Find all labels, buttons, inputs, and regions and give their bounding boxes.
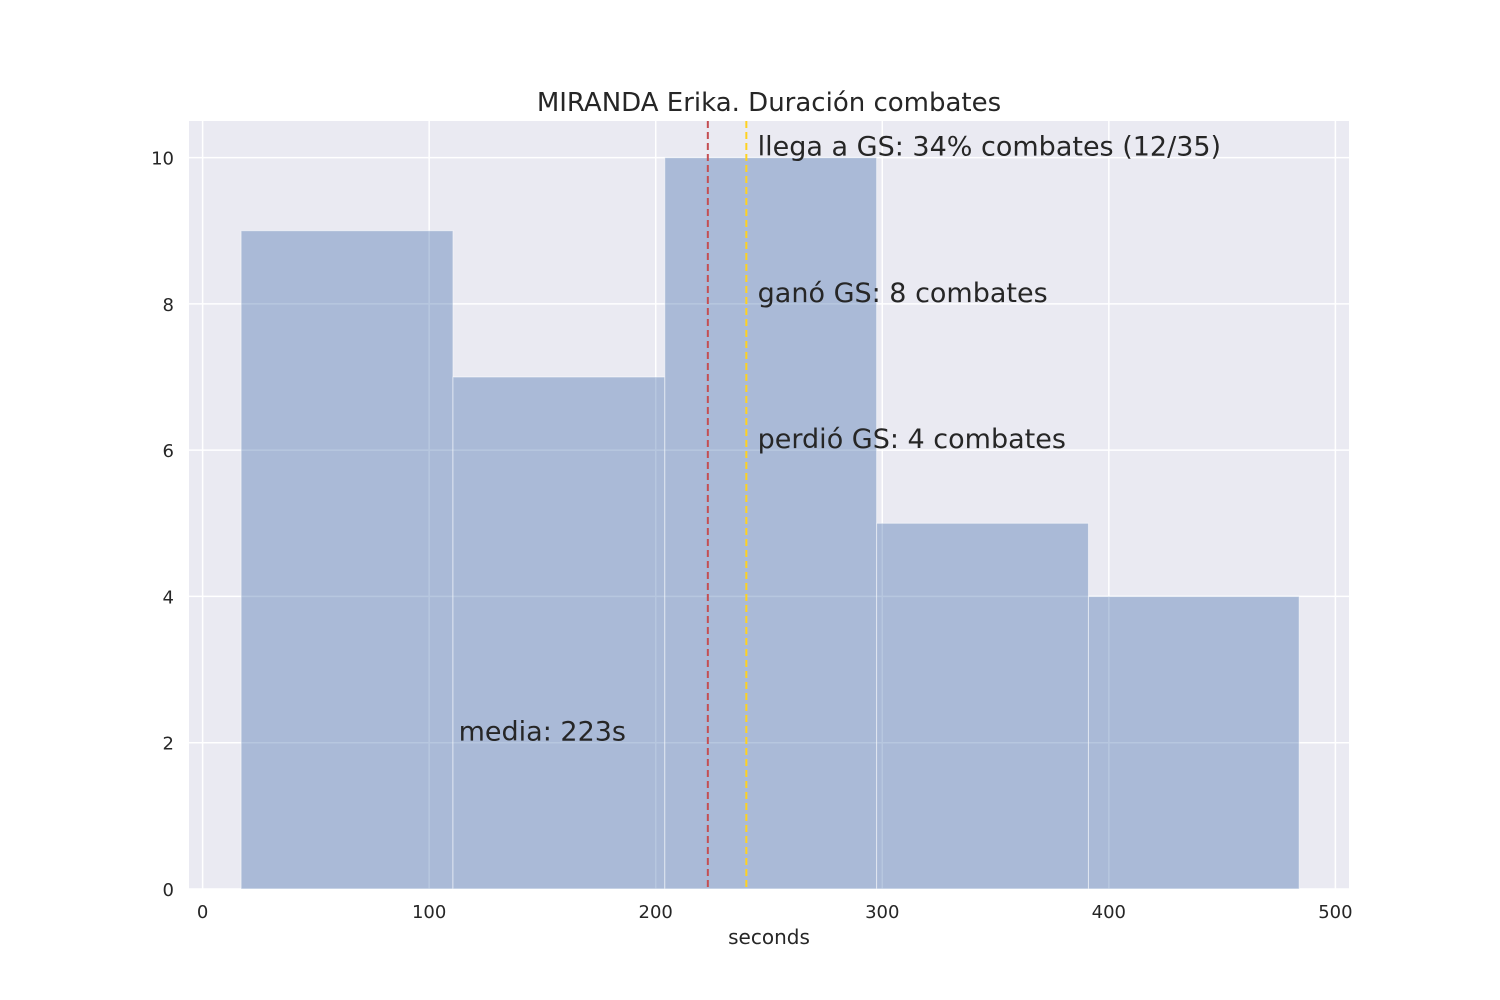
bars [240, 157, 1300, 890]
y-tick-label: 8 [163, 295, 174, 316]
x-tick-label: 400 [1092, 902, 1126, 923]
histogram-bar [876, 522, 1089, 890]
annotation-text: ganó GS: 8 combates [758, 278, 1048, 309]
annotation-text: llega a GS: 34% combates (12/35) [758, 132, 1221, 163]
y-tick-label: 4 [163, 587, 174, 608]
annotation-text: media: 223s [459, 717, 626, 748]
x-tick-label: 300 [865, 902, 899, 923]
x-tick-label: 0 [197, 902, 208, 923]
y-tick-label: 2 [163, 734, 174, 755]
histogram-bar [452, 376, 666, 890]
y-ticks: 0 2 4 6 8 10 [151, 149, 174, 901]
histogram-bar [240, 230, 454, 890]
chart-title: MIRANDA Erika. Duración combates [537, 88, 1001, 118]
x-tick-label: 100 [412, 902, 446, 923]
y-tick-label: 6 [163, 441, 174, 462]
x-axis-label: seconds [728, 925, 810, 949]
histogram-bar [1087, 595, 1300, 890]
reference-lines [706, 121, 748, 889]
x-ticks: 0 100 200 300 400 500 [197, 902, 1353, 923]
grid-lines [189, 121, 1349, 890]
annotations: llega a GS: 34% combates (12/35) ganó GS:… [459, 132, 1221, 748]
y-tick-label: 10 [151, 149, 174, 170]
x-tick-label: 500 [1318, 902, 1352, 923]
x-tick-label: 200 [639, 902, 673, 923]
histogram-bar [664, 157, 878, 890]
annotation-text: perdió GS: 4 combates [758, 424, 1066, 455]
y-tick-label: 0 [163, 880, 174, 901]
plot-background [189, 121, 1349, 889]
